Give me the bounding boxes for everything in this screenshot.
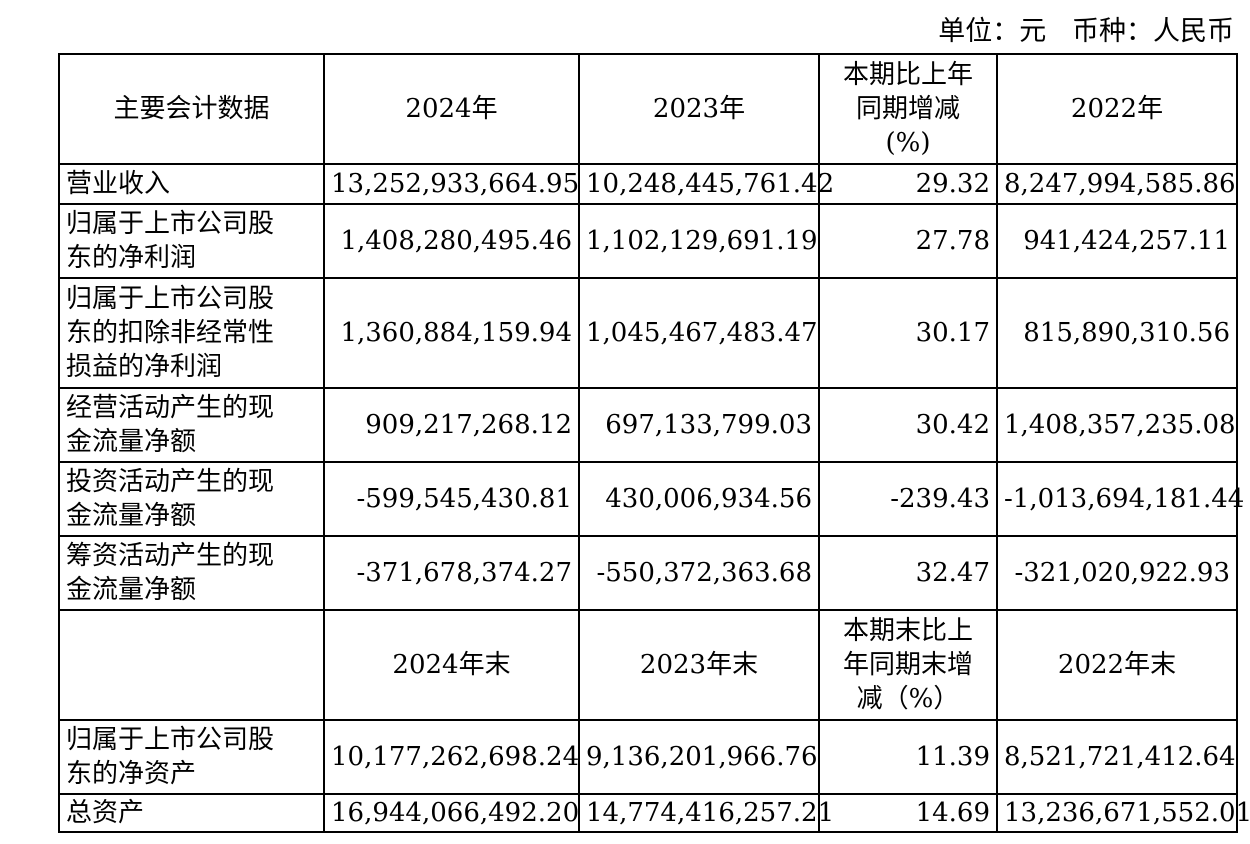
change-percent: -239.43: [818, 461, 998, 537]
row-label-line: 经营活动产生的现: [66, 393, 275, 423]
row-label-line: 金流量净额: [66, 501, 197, 531]
row-label-line: 归属于上市公司股: [66, 725, 275, 755]
row-label-line: 投资活动产生的现: [66, 467, 275, 497]
header-col-prior: 2023年末: [578, 609, 820, 721]
value-2023: 1,102,129,691.19: [578, 203, 820, 279]
change-percent: 30.42: [818, 387, 998, 463]
header-col-change-line: 年同期末增: [842, 650, 973, 680]
change-percent: 32.47: [818, 535, 998, 611]
table-row: 投资活动产生的现 金流量净额 -599,545,430.81 430,006,934.…: [58, 461, 1244, 537]
row-label: 归属于上市公司股 东的扣除非经常性 损益的净利润: [58, 277, 325, 389]
row-label-line: 筹资活动产生的现: [66, 541, 275, 571]
value-2022: -321,020,922.93: [996, 535, 1238, 611]
row-label: 归属于上市公司股 东的净资产: [58, 719, 325, 795]
row-label-line: 金流量净额: [66, 427, 197, 457]
value-2024: -371,678,374.27: [323, 535, 580, 611]
row-label-line: 东的净资产: [66, 759, 197, 789]
table-row: 经营活动产生的现 金流量净额 909,217,268.12 697,133,799.0…: [58, 387, 1238, 463]
row-label-line: 金流量净额: [66, 575, 197, 605]
table-row: 归属于上市公司股 东的净资产 10,177,262,698.24 9,136,201,…: [58, 719, 1238, 795]
header-label: 主要会计数据: [58, 53, 325, 165]
value-2023: -550,372,363.68: [578, 535, 820, 611]
value-2022: 13,236,671,552.01: [996, 793, 1250, 833]
unit-currency-note: 单位：元 币种：人民币: [938, 16, 1234, 47]
value-2022: 815,890,310.56: [996, 277, 1238, 389]
change-percent: 11.39: [818, 719, 998, 795]
header-col-earlier: 2022年: [996, 53, 1238, 165]
value-2023: 697,133,799.03: [578, 387, 820, 463]
table-row: 归属于上市公司股 东的扣除非经常性 损益的净利润 1,360,884,159.94 1,…: [58, 277, 1238, 389]
value-2022: 8,521,721,412.64: [996, 719, 1238, 795]
value-2022: 1,408,357,235.08: [996, 387, 1238, 463]
row-label-line: 归属于上市公司股: [66, 209, 275, 239]
change-percent: 14.69: [818, 793, 998, 833]
header-col-change-line: 同期增减: [855, 94, 960, 124]
value-2022: 941,424,257.11: [996, 203, 1238, 279]
header-col-change: 本期末比上年同期末增减（%）: [818, 609, 998, 721]
header-col-change-line: 本期比上年: [842, 60, 973, 90]
value-2024: 909,217,268.12: [323, 387, 580, 463]
table-row: 归属于上市公司股 东的净利润 1,408,280,495.46 1,102,129,6…: [58, 203, 1238, 279]
header-row: 2024年末 2023年末 本期末比上 年同期末增 减（%） 2022年末: [58, 609, 1238, 721]
row-label-line: 东的净利润: [66, 243, 197, 273]
change-percent: 27.78: [818, 203, 998, 279]
table-row: 筹资活动产生的现 金流量净额 -371,678,374.27 -550,372,363…: [58, 535, 1238, 611]
value-2024: 1,360,884,159.94: [323, 277, 580, 389]
header-label: [58, 609, 325, 721]
value-2023: 14,774,416,257.21: [578, 793, 834, 833]
table-row: 营业收入 13,252,933,664.95 10,248,445,761.42 29…: [58, 163, 1238, 205]
row-label: 总资产: [58, 793, 325, 833]
value-2024: 1,408,280,495.46: [323, 203, 580, 279]
key-accounting-data-table: 主要会计数据 2024年 2023年 本期比上年同期增减 (%) 2022年营业收入 13,…: [58, 53, 1250, 833]
value-2022: -1,013,694,181.44: [996, 461, 1244, 537]
header-col-current: 2024年: [323, 53, 580, 165]
value-2023: 430,006,934.56: [578, 461, 820, 537]
row-label-line: 总资产: [66, 798, 145, 828]
row-label-line: 营业收入: [66, 169, 171, 199]
value-2023: 10,248,445,761.42: [578, 163, 834, 205]
table-row: 总资产 16,944,066,492.20 14,774,416,257.21 14.…: [58, 793, 1250, 833]
row-label: 归属于上市公司股 东的净利润: [58, 203, 325, 279]
value-2024: 10,177,262,698.24: [323, 719, 580, 795]
row-label: 投资活动产生的现 金流量净额: [58, 461, 325, 537]
header-col-earlier: 2022年末: [996, 609, 1238, 721]
row-label: 筹资活动产生的现 金流量净额: [58, 535, 325, 611]
header-col-change-line: (%): [885, 128, 931, 158]
header-col-prior: 2023年: [578, 53, 820, 165]
row-label: 营业收入: [58, 163, 325, 205]
row-label-line: 损益的净利润: [66, 352, 223, 382]
value-2023: 9,136,201,966.76: [578, 719, 820, 795]
change-percent: 29.32: [818, 163, 998, 205]
value-2023: 1,045,467,483.47: [578, 277, 820, 389]
value-2022: 8,247,994,585.86: [996, 163, 1238, 205]
value-2024: 16,944,066,492.20: [323, 793, 580, 833]
header-col-change-line: 减（%）: [856, 684, 960, 714]
row-label: 经营活动产生的现 金流量净额: [58, 387, 325, 463]
change-percent: 30.17: [818, 277, 998, 389]
value-2024: -599,545,430.81: [323, 461, 580, 537]
row-label-line: 归属于上市公司股: [66, 284, 275, 314]
header-col-change-line: 本期末比上: [842, 616, 973, 646]
header-row: 主要会计数据 2024年 2023年 本期比上年同期增减 (%) 2022年: [58, 53, 1238, 165]
header-col-current: 2024年末: [323, 609, 580, 721]
row-label-line: 东的扣除非经常性: [66, 318, 275, 348]
value-2024: 13,252,933,664.95: [323, 163, 580, 205]
header-col-change: 本期比上年同期增减 (%): [818, 53, 998, 165]
